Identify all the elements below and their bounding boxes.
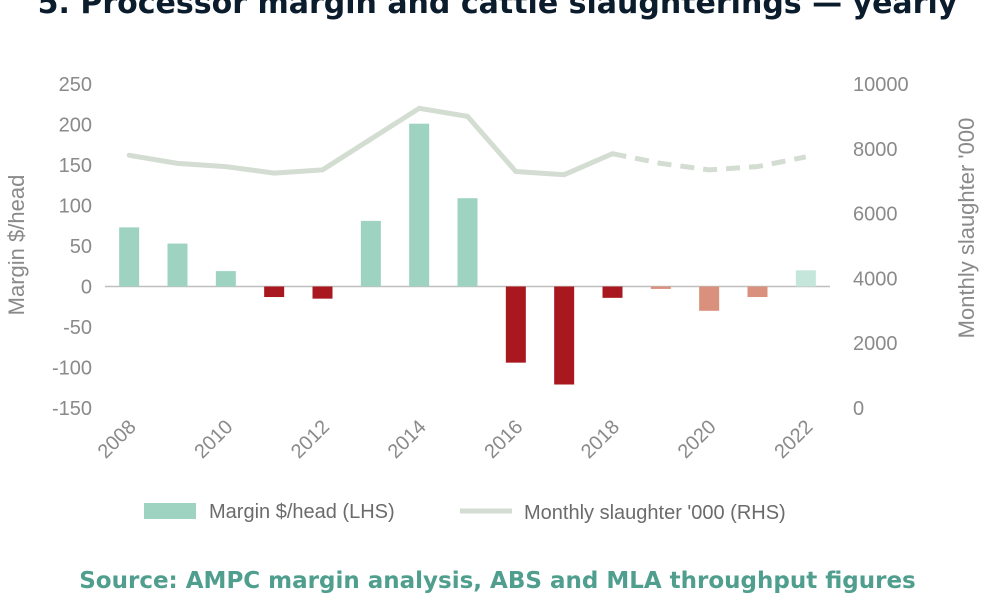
left-axis-label: Margin $/head xyxy=(4,175,29,316)
legend-bar-swatch xyxy=(144,503,196,519)
left-tick-label: 150 xyxy=(59,155,92,177)
x-tick-label: 2016 xyxy=(480,416,527,463)
source-note: Source: AMPC margin analysis, ABS and ML… xyxy=(79,568,916,594)
margin-bar xyxy=(360,220,381,287)
right-axis-ticks: 10000 8000 6000 4000 2000 0 xyxy=(853,74,909,420)
margin-bar xyxy=(457,198,478,287)
margin-bar xyxy=(650,286,671,289)
slaughter-line-forecast xyxy=(612,151,807,173)
right-tick-label: 10000 xyxy=(853,74,909,96)
left-tick-label: -50 xyxy=(63,317,92,339)
left-tick-label: 50 xyxy=(70,236,92,258)
chart-title: 5. Processor margin and cattle slaughter… xyxy=(37,0,958,21)
margin-bar xyxy=(312,286,333,299)
right-tick-label: 4000 xyxy=(853,268,898,290)
margin-bar xyxy=(747,286,768,298)
right-tick-label: 0 xyxy=(853,398,864,420)
slaughter-line xyxy=(126,105,807,178)
slaughter-line-actual xyxy=(126,105,615,178)
x-tick-label: 2018 xyxy=(577,416,624,463)
margin-bar xyxy=(409,123,430,287)
margin-bar xyxy=(167,243,188,287)
margin-bar xyxy=(699,286,720,311)
legend: Margin $/head (LHS) Monthly slaughter '0… xyxy=(144,501,786,524)
right-tick-label: 8000 xyxy=(853,139,898,161)
margin-bar xyxy=(264,286,285,298)
x-tick-label: 2020 xyxy=(674,416,721,463)
x-tick-label: 2014 xyxy=(384,416,431,463)
x-tick-label: 2010 xyxy=(190,416,237,463)
right-tick-label: 2000 xyxy=(853,333,898,355)
margin-bars xyxy=(119,123,816,385)
right-tick-label: 6000 xyxy=(853,204,898,226)
left-tick-label: 200 xyxy=(59,115,92,137)
margin-bar xyxy=(795,270,816,287)
left-tick-label: -100 xyxy=(52,358,92,380)
margin-bar xyxy=(215,271,236,287)
legend-line-label: Monthly slaughter '000 (RHS) xyxy=(524,502,786,524)
left-tick-label: -150 xyxy=(52,398,92,420)
x-tick-label: 2012 xyxy=(287,416,334,463)
right-axis-label: Monthly slaughter '000 xyxy=(954,118,979,339)
margin-bar xyxy=(602,286,623,298)
margin-bar xyxy=(505,286,526,363)
left-tick-label: 250 xyxy=(59,74,92,96)
margin-bar xyxy=(119,227,140,287)
legend-bar-label: Margin $/head (LHS) xyxy=(209,501,395,523)
left-axis-ticks: 250 200 150 100 50 0 -50 -100 -150 xyxy=(52,74,92,420)
x-axis-ticks: 2008 2010 2012 2014 2016 2018 2020 2022 xyxy=(94,416,818,463)
left-tick-label: 0 xyxy=(81,277,92,299)
x-tick-label: 2022 xyxy=(770,416,817,463)
margin-bar xyxy=(554,286,575,385)
x-tick-label: 2008 xyxy=(94,416,141,463)
left-tick-label: 100 xyxy=(59,196,92,218)
